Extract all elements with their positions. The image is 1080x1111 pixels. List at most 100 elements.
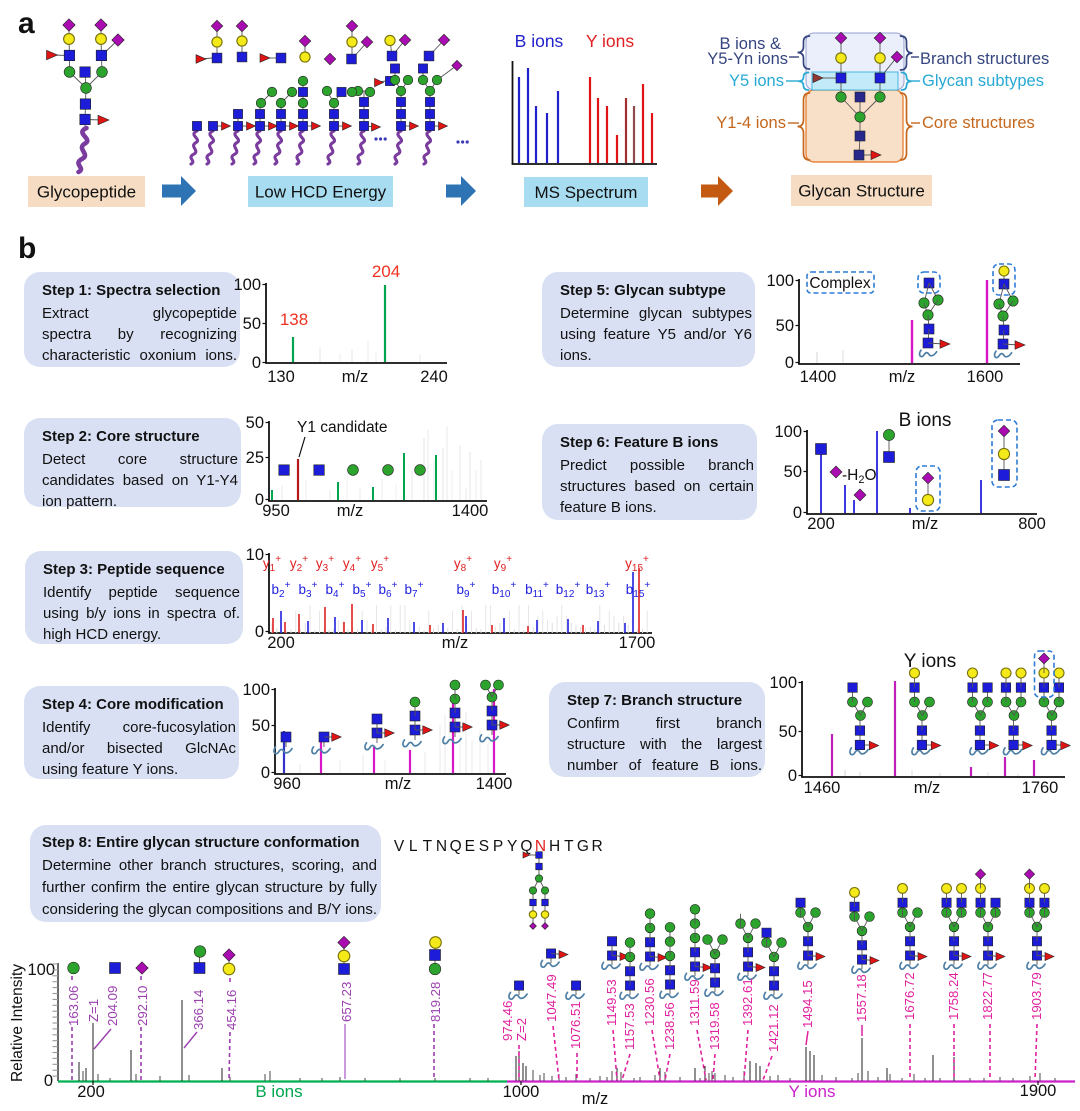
svg-text:100: 100 [774, 423, 802, 441]
svg-text:b6+: b6+ [379, 580, 398, 600]
svg-text:b: b [18, 232, 36, 265]
svg-text:50: 50 [784, 463, 802, 481]
svg-text:B ions: B ions [515, 31, 564, 51]
svg-text:1400: 1400 [452, 502, 489, 520]
svg-text:b9+: b9+ [457, 580, 476, 600]
svg-text:1421.12: 1421.12 [766, 1004, 781, 1052]
svg-text:1047.49: 1047.49 [544, 974, 559, 1022]
svg-text:Z=2: Z=2 [514, 1018, 529, 1041]
svg-text:138: 138 [280, 310, 308, 329]
svg-text:366.14: 366.14 [191, 990, 206, 1030]
svg-text:Y: Y [507, 838, 517, 855]
svg-text:1758.24: 1758.24 [946, 972, 961, 1020]
svg-text:200: 200 [807, 515, 835, 533]
svg-text:y9+: y9+ [494, 554, 512, 574]
svg-text:657.23: 657.23 [339, 982, 354, 1022]
svg-text:50: 50 [246, 414, 264, 432]
svg-text:a: a [18, 7, 35, 40]
svg-text:819.28: 819.28 [428, 982, 443, 1022]
svg-text:0: 0 [252, 354, 261, 372]
svg-text:0: 0 [44, 1072, 53, 1090]
svg-text:1460: 1460 [804, 779, 841, 797]
svg-text:m/z: m/z [385, 775, 412, 793]
svg-text:50: 50 [776, 317, 794, 335]
svg-text:y4+: y4+ [343, 554, 361, 574]
svg-text:800: 800 [1018, 515, 1046, 533]
svg-text:100: 100 [233, 276, 261, 294]
svg-text:100: 100 [766, 272, 794, 290]
svg-text:m/z: m/z [582, 1090, 609, 1108]
svg-text:0: 0 [255, 623, 264, 641]
svg-text:100: 100 [27, 961, 55, 979]
svg-text:y1+: y1+ [263, 554, 281, 574]
svg-text:b2+: b2+ [272, 580, 291, 600]
svg-text:m/z: m/z [342, 368, 369, 386]
svg-text:200: 200 [77, 1083, 105, 1101]
svg-text:V: V [394, 838, 405, 855]
svg-text:200: 200 [267, 634, 295, 652]
svg-text:1900: 1900 [1020, 1082, 1057, 1100]
svg-text:B ions: B ions [255, 1082, 302, 1101]
svg-text:b4+: b4+ [326, 580, 345, 600]
svg-text:50: 50 [243, 315, 261, 333]
svg-text:50: 50 [252, 717, 270, 735]
svg-text:N: N [535, 838, 546, 855]
svg-text:Relative Intensity: Relative Intensity [9, 964, 26, 1082]
svg-text:y5+: y5+ [371, 554, 389, 574]
svg-text:b3+: b3+ [299, 580, 318, 600]
svg-text:1230.56: 1230.56 [642, 978, 657, 1026]
svg-text:950: 950 [262, 502, 290, 520]
svg-text:1319.58: 1319.58 [707, 1002, 722, 1050]
svg-text:Z=1: Z=1 [86, 999, 101, 1022]
svg-text:Q: Q [450, 838, 462, 855]
svg-text:240: 240 [420, 368, 448, 386]
svg-text:Glycopeptide: Glycopeptide [37, 183, 136, 202]
svg-text:1000: 1000 [503, 1083, 540, 1101]
svg-text:T: T [423, 838, 433, 855]
svg-text:P: P [493, 838, 503, 855]
svg-text:1822.77: 1822.77 [980, 972, 995, 1020]
svg-text:Branch structures: Branch structures [920, 50, 1049, 68]
svg-text:1157.53: 1157.53 [622, 1003, 637, 1050]
svg-text:204.09: 204.09 [105, 986, 120, 1026]
svg-text:0: 0 [788, 767, 797, 785]
svg-text:100: 100 [242, 681, 270, 699]
svg-text:Y5-Yn ions: Y5-Yn ions [707, 50, 788, 68]
svg-text:1400: 1400 [800, 368, 837, 386]
svg-text:Glycan subtypes: Glycan subtypes [922, 72, 1044, 90]
svg-text:Low HCD Energy: Low HCD Energy [255, 183, 387, 202]
svg-text:0: 0 [793, 504, 802, 522]
svg-text:Complex: Complex [809, 275, 870, 292]
svg-text:Y ions: Y ions [789, 1082, 836, 1101]
svg-text:b12+: b12+ [556, 580, 581, 600]
svg-text:S: S [479, 838, 489, 855]
svg-text:10: 10 [246, 546, 264, 564]
svg-text:Core structures: Core structures [922, 114, 1035, 132]
svg-text:1149.53: 1149.53 [604, 979, 619, 1026]
svg-text:974.46: 974.46 [500, 1001, 515, 1041]
svg-text:T: T [564, 838, 574, 855]
svg-text:1400: 1400 [476, 775, 513, 793]
svg-text:-H2O: -H2O [842, 467, 877, 486]
svg-text:163.06: 163.06 [66, 986, 81, 1026]
svg-text:y8+: y8+ [454, 554, 472, 574]
svg-text:Glycan Structure: Glycan Structure [798, 182, 925, 201]
svg-text:y3+: y3+ [316, 554, 334, 574]
svg-text:1311.59: 1311.59 [687, 979, 702, 1026]
svg-text:960: 960 [273, 775, 301, 793]
svg-text:292.10: 292.10 [135, 986, 150, 1026]
svg-text:R: R [591, 838, 602, 855]
svg-text:0: 0 [261, 764, 270, 782]
svg-text:m/z: m/z [889, 368, 916, 386]
svg-text:1600: 1600 [967, 368, 1004, 386]
svg-text:454.16: 454.16 [224, 990, 239, 1030]
svg-text:1076.51: 1076.51 [568, 1001, 583, 1049]
svg-text:25: 25 [246, 449, 264, 467]
svg-text:y15+: y15+ [625, 554, 649, 574]
svg-text:204: 204 [372, 262, 400, 281]
svg-text:Y1-4 ions: Y1-4 ions [716, 114, 786, 132]
svg-text:1392.61: 1392.61 [740, 978, 755, 1026]
svg-text:m/z: m/z [337, 502, 364, 520]
svg-text:L: L [409, 838, 418, 855]
svg-text:50: 50 [779, 723, 797, 741]
